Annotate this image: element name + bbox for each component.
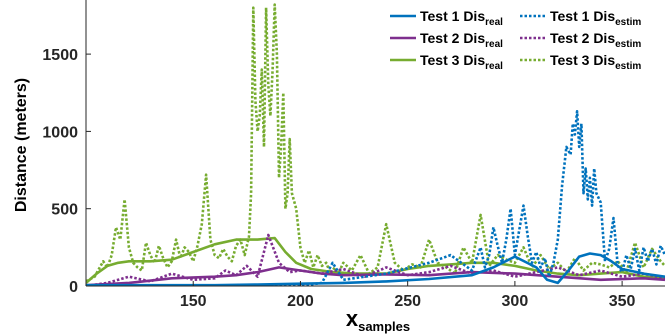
x-tick-label: 250	[394, 293, 421, 310]
series-line-1	[86, 252, 665, 286]
legend-box	[384, 2, 665, 70]
x-axis-title-main: x	[346, 306, 359, 331]
legend-label: Test 2 Disestim	[550, 30, 641, 50]
legend-label: Test 2 Disreal	[420, 30, 503, 50]
x-tick-label: 300	[502, 293, 529, 310]
y-tick-label: 1000	[42, 124, 78, 141]
x-tick-label: 150	[180, 293, 207, 310]
series-layer	[86, 3, 665, 286]
y-tick-label: 500	[51, 202, 78, 219]
series-line-2	[86, 110, 665, 286]
series-line-3	[86, 266, 665, 286]
y-tick-label: 0	[69, 279, 78, 296]
x-tick-label: 350	[609, 293, 636, 310]
legend-label: Test 3 Disreal	[420, 52, 503, 72]
y-tick-label: 1500	[42, 47, 78, 64]
legend-label: Test 1 Disestim	[550, 8, 641, 28]
x-tick-label: 200	[287, 293, 314, 310]
legend-label: Test 1 Disreal	[420, 8, 503, 28]
legend: Test 1 Disreal Test 1 Disestim Test 2 Disr…	[384, 2, 665, 72]
legend-label: Test 3 Disestim	[550, 52, 641, 72]
series-line-4	[86, 233, 665, 286]
x-axis-title: xsamples	[346, 306, 410, 334]
axes: 150 200 250 300 350 0 500 1000 1500	[42, 0, 665, 310]
x-axis-title-sub: samples	[358, 319, 410, 334]
y-axis-title: Distance (meters)	[13, 78, 30, 212]
